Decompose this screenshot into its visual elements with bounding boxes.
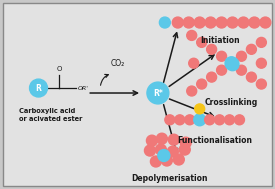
Circle shape — [194, 114, 206, 126]
Circle shape — [150, 156, 161, 167]
Circle shape — [195, 104, 205, 114]
Circle shape — [167, 146, 178, 157]
Circle shape — [185, 115, 195, 125]
Circle shape — [246, 72, 256, 82]
Circle shape — [227, 17, 238, 28]
Circle shape — [260, 17, 271, 28]
Circle shape — [207, 72, 217, 82]
Circle shape — [165, 115, 175, 125]
Circle shape — [175, 115, 185, 125]
Text: Crosslinking: Crosslinking — [205, 98, 258, 107]
Circle shape — [246, 44, 256, 54]
Circle shape — [172, 17, 183, 28]
Circle shape — [160, 17, 170, 28]
Circle shape — [173, 154, 184, 165]
FancyArrowPatch shape — [101, 74, 108, 85]
Circle shape — [158, 149, 170, 162]
Circle shape — [217, 65, 227, 75]
Circle shape — [156, 133, 167, 144]
Circle shape — [217, 51, 227, 61]
Text: R: R — [35, 84, 42, 93]
Circle shape — [194, 17, 205, 28]
Text: OR': OR' — [77, 86, 88, 91]
Circle shape — [225, 115, 235, 125]
Text: Functionalisation: Functionalisation — [177, 136, 252, 145]
Circle shape — [168, 134, 179, 145]
Circle shape — [29, 79, 48, 97]
Circle shape — [216, 17, 227, 28]
Circle shape — [238, 17, 249, 28]
Text: Initiation: Initiation — [200, 36, 240, 45]
Circle shape — [155, 144, 166, 155]
Circle shape — [147, 135, 157, 146]
Circle shape — [147, 82, 169, 104]
FancyBboxPatch shape — [3, 3, 272, 186]
Circle shape — [235, 115, 244, 125]
Text: Carboxylic acid
or acivated ester: Carboxylic acid or acivated ester — [19, 108, 82, 122]
Circle shape — [249, 17, 260, 28]
Text: Depolymerisation: Depolymerisation — [131, 174, 208, 183]
Circle shape — [256, 37, 266, 47]
Circle shape — [214, 115, 225, 125]
Circle shape — [236, 51, 246, 61]
Circle shape — [161, 155, 172, 166]
Circle shape — [179, 144, 190, 155]
Circle shape — [180, 137, 191, 148]
Circle shape — [205, 17, 216, 28]
Text: O: O — [57, 66, 62, 72]
Circle shape — [256, 79, 266, 89]
Circle shape — [205, 115, 214, 125]
Circle shape — [207, 44, 217, 54]
Circle shape — [189, 58, 199, 68]
Circle shape — [197, 79, 207, 89]
Circle shape — [226, 58, 239, 71]
Circle shape — [187, 86, 197, 96]
Text: CO₂: CO₂ — [111, 59, 125, 68]
Circle shape — [183, 17, 194, 28]
Circle shape — [144, 145, 155, 156]
Circle shape — [236, 65, 246, 75]
Circle shape — [197, 37, 207, 47]
Circle shape — [225, 57, 238, 70]
Text: R*: R* — [153, 88, 163, 98]
Circle shape — [256, 58, 266, 68]
Circle shape — [187, 30, 197, 40]
